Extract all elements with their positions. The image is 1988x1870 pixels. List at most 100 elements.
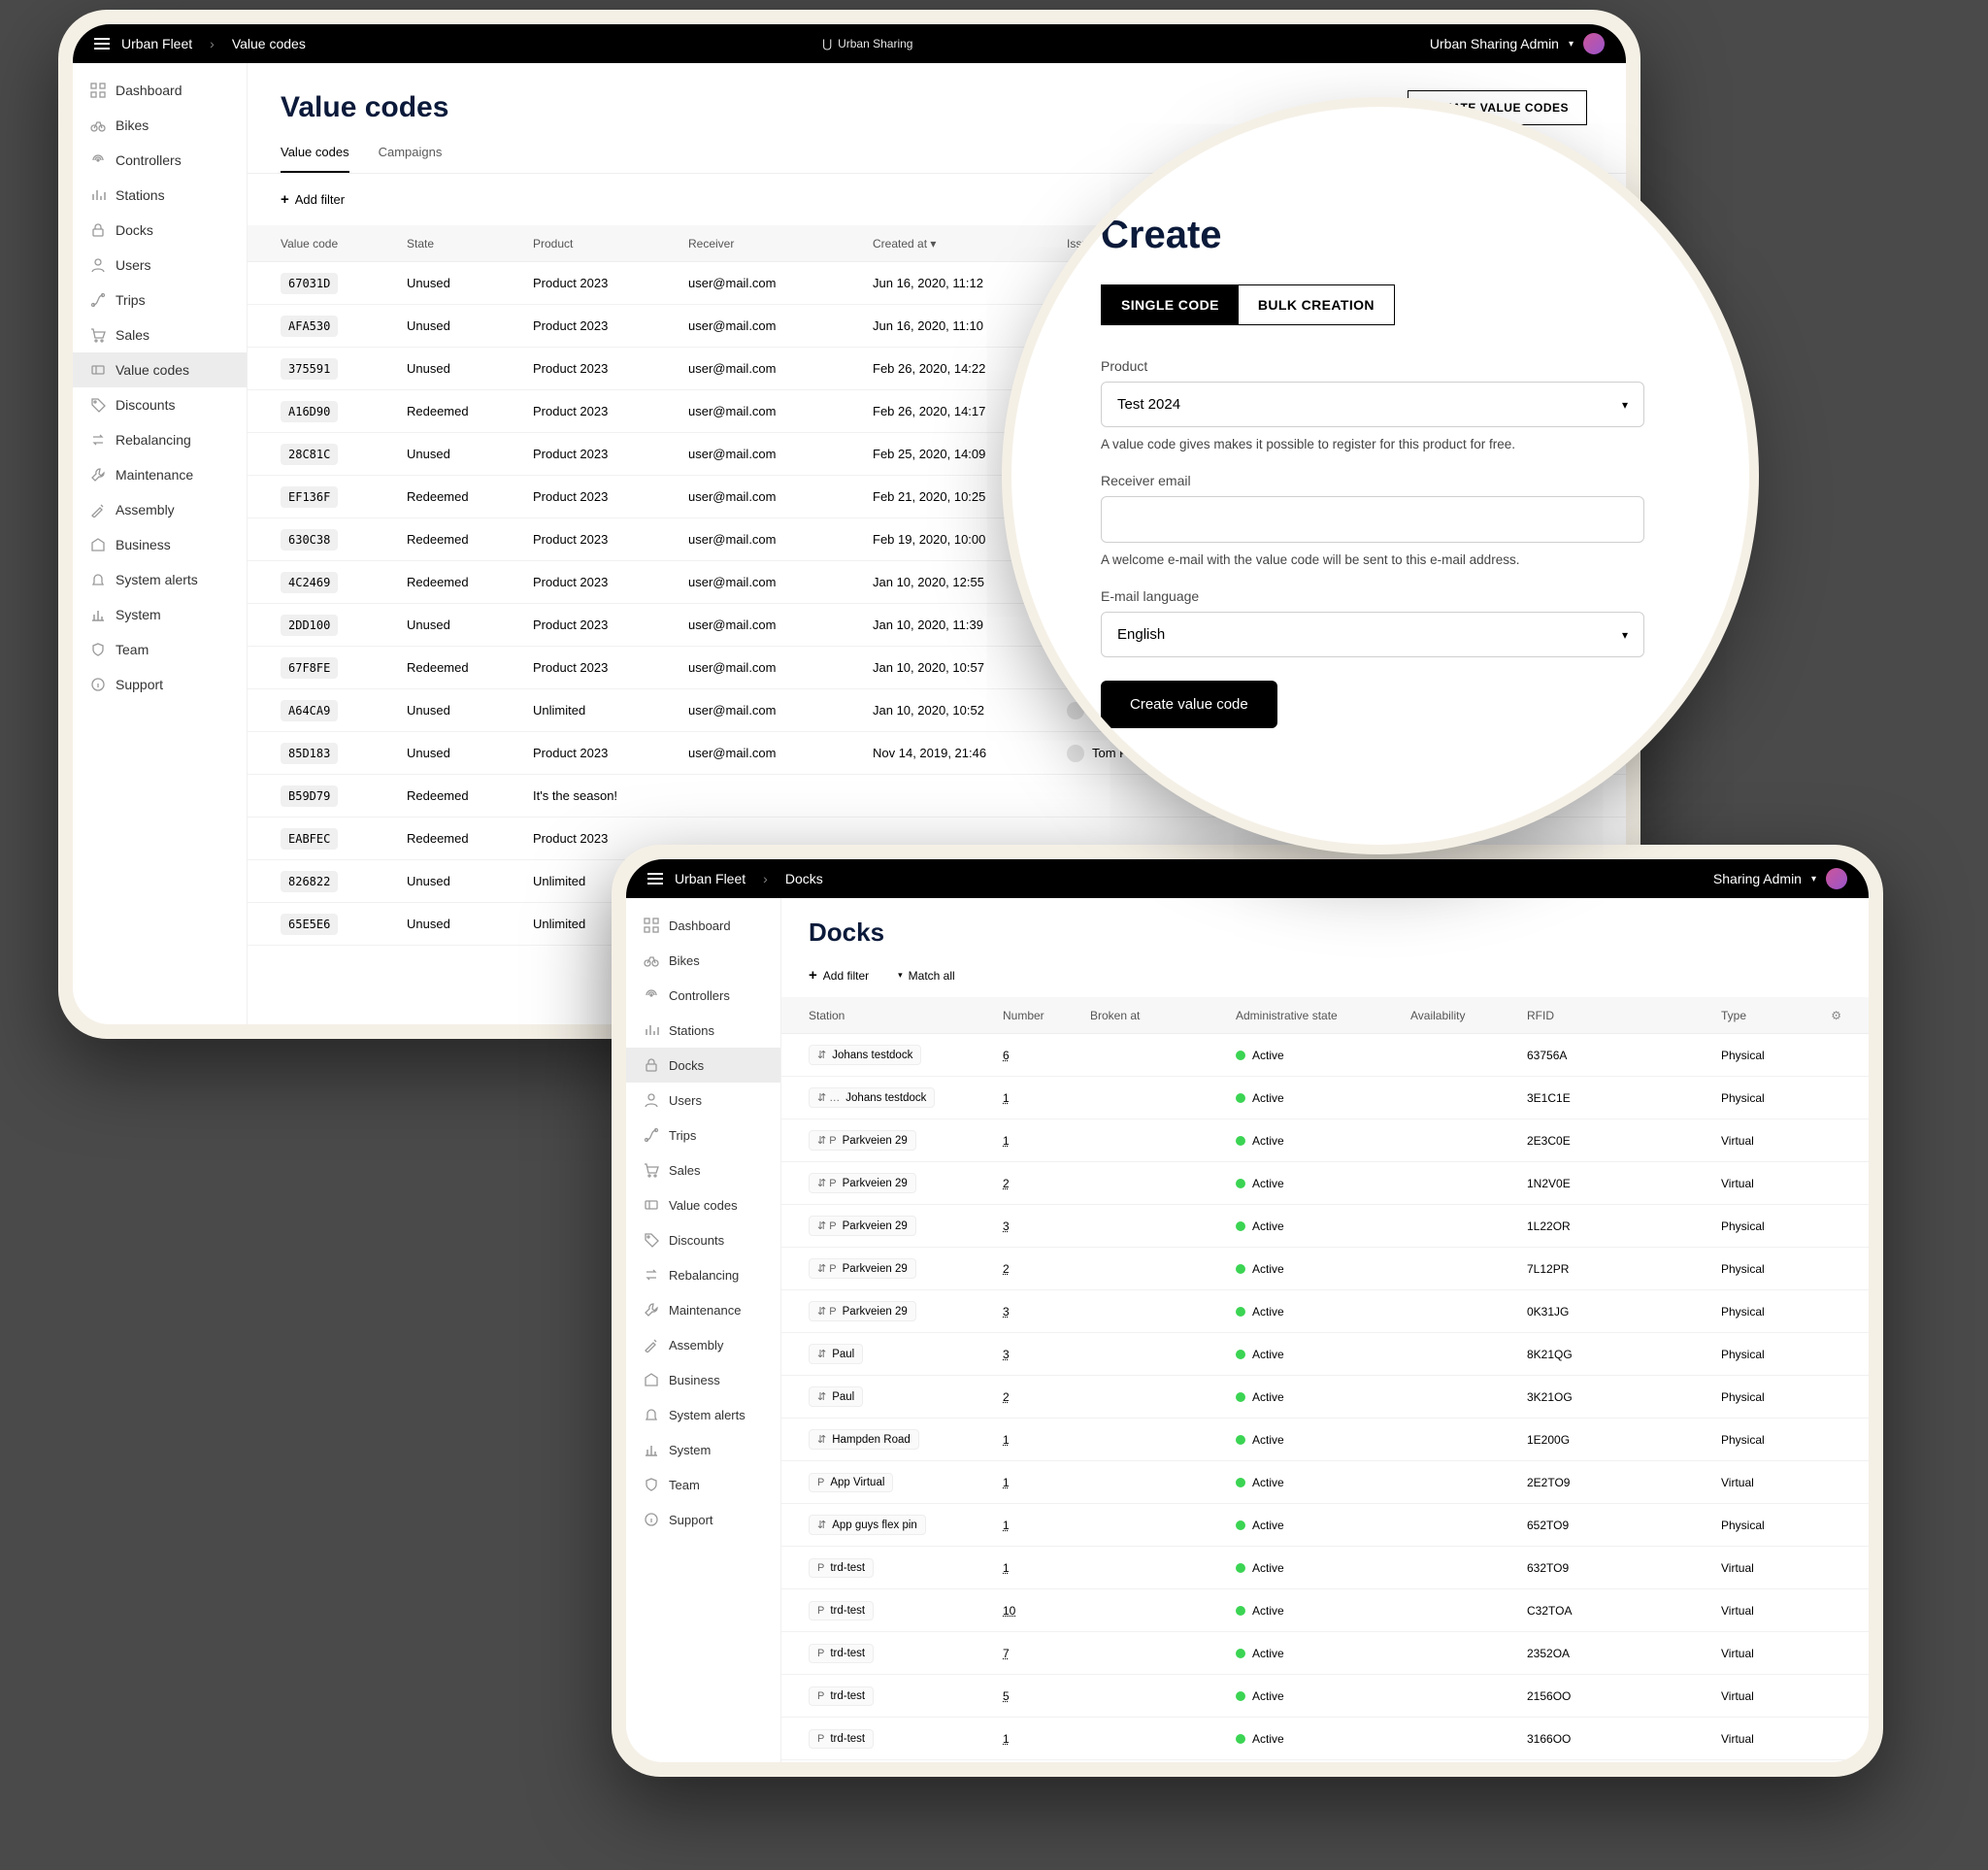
station-chip[interactable]: ⇵Johans testdock [809,1045,921,1065]
crumb-page[interactable]: Docks [785,871,823,886]
table-row[interactable]: ⇵Johans testdock6Active63756APhysical [781,1034,1869,1077]
chevron-down-icon[interactable]: ▾ [1811,874,1816,885]
sidebar-item-team[interactable]: Team [626,1467,780,1502]
dock-number[interactable]: 6 [1003,1049,1010,1062]
sidebar-item-docks[interactable]: Docks [73,213,247,248]
station-chip[interactable]: ⇵Hampden Road [809,1429,919,1450]
dock-number[interactable]: 1 [1003,1433,1010,1447]
table-row[interactable]: ⇵App guys flex pin1Active652TO9Physical [781,1504,1869,1547]
table-row[interactable]: ⇵ PParkveien 293Active1L22ORPhysical [781,1205,1869,1248]
avatar[interactable] [1583,33,1605,54]
station-chip[interactable]: ⇵ PParkveien 29 [809,1258,916,1279]
sidebar-item-valuecodes[interactable]: Value codes [73,352,247,387]
table-row[interactable]: ⇵ …Johans testdock1Active3E1C1EPhysical [781,1077,1869,1119]
crumb-root[interactable]: Urban Fleet [121,36,192,51]
sidebar-item-dashboard[interactable]: Dashboard [73,73,247,108]
receiver-email-input[interactable] [1101,496,1644,543]
station-chip[interactable]: Ptrd-test [809,1686,874,1706]
column-header[interactable]: Value code [281,237,407,250]
station-chip[interactable]: ⇵Paul [809,1344,863,1364]
column-header[interactable]: RFID [1527,1009,1721,1022]
sidebar-item-support[interactable]: Support [626,1502,780,1537]
table-row[interactable]: ⇵Paul2Active3K21OGPhysical [781,1376,1869,1419]
sidebar-item-controllers[interactable]: Controllers [626,978,780,1013]
column-header[interactable]: Broken at [1090,1009,1236,1022]
station-chip[interactable]: ⇵ PParkveien 29 [809,1301,916,1321]
sidebar-item-sales[interactable]: Sales [73,317,247,352]
column-header[interactable]: Type [1721,1009,1803,1022]
sidebar-item-system[interactable]: System [73,597,247,632]
match-all-toggle[interactable]: ▾ Match all [898,969,955,983]
sidebar-item-maintenance[interactable]: Maintenance [73,457,247,492]
dock-number[interactable]: 10 [1003,1604,1015,1618]
sidebar-item-assembly[interactable]: Assembly [73,492,247,527]
dock-number[interactable]: 7 [1003,1647,1010,1660]
menu-icon[interactable] [94,38,110,50]
user-menu[interactable]: Urban Sharing Admin [1430,36,1559,51]
table-row[interactable]: Ptrd-test10ActiveC32TOAVirtual [781,1589,1869,1632]
crumb-page[interactable]: Value codes [232,36,306,51]
dock-number[interactable]: 2 [1003,1390,1010,1404]
sidebar-item-docks[interactable]: Docks [626,1048,780,1083]
sidebar-item-business[interactable]: Business [626,1362,780,1397]
station-chip[interactable]: ⇵App guys flex pin [809,1515,926,1535]
table-row[interactable]: ⇵ PParkveien 292Active7L12PRPhysical [781,1248,1869,1290]
dock-number[interactable]: 2 [1003,1177,1010,1190]
chevron-down-icon[interactable]: ▾ [1569,39,1574,50]
sidebar-item-support[interactable]: Support [73,667,247,702]
dock-number[interactable]: 1 [1003,1561,1010,1575]
column-header[interactable]: Product [533,237,688,250]
station-chip[interactable]: Ptrd-test [809,1644,874,1663]
dock-number[interactable]: 1 [1003,1134,1010,1148]
sidebar-item-users[interactable]: Users [626,1083,780,1118]
sidebar-item-rebalancing[interactable]: Rebalancing [626,1257,780,1292]
table-row[interactable]: ⇵Hampden Road1Active1E200GPhysical [781,1419,1869,1461]
table-row[interactable]: PApp Virtual1Active2E2TO9Virtual [781,1461,1869,1504]
station-chip[interactable]: ⇵ PParkveien 29 [809,1216,916,1236]
dock-number[interactable]: 1 [1003,1732,1010,1746]
dock-number[interactable]: 1 [1003,1476,1010,1489]
add-filter-button[interactable]: + Add filter [281,191,345,208]
tab-campaigns[interactable]: Campaigns [379,133,443,173]
table-settings-icon[interactable]: ⚙ [1803,1009,1841,1022]
column-header[interactable]: Administrative state [1236,1009,1410,1022]
station-chip[interactable]: ⇵ PParkveien 29 [809,1173,916,1193]
table-row[interactable]: Ptrd-test1Active632TO9Virtual [781,1547,1869,1589]
table-row[interactable]: Ptrd-test1Active3166OOVirtual [781,1718,1869,1760]
column-header[interactable]: Created at ▾ [873,237,1067,250]
column-header[interactable]: State [407,237,533,250]
dock-number[interactable]: 1 [1003,1519,1010,1532]
dock-number[interactable]: 2 [1003,1262,1010,1276]
station-chip[interactable]: Ptrd-test [809,1601,874,1620]
station-chip[interactable]: Ptrd-test [809,1558,874,1578]
column-header[interactable]: Station [809,1009,1003,1022]
dock-number[interactable]: 3 [1003,1348,1010,1361]
sidebar-item-team[interactable]: Team [73,632,247,667]
sidebar-item-controllers[interactable]: Controllers [73,143,247,178]
avatar[interactable] [1826,868,1847,889]
sidebar-item-discounts[interactable]: Discounts [73,387,247,422]
station-chip[interactable]: ⇵Paul [809,1386,863,1407]
dock-number[interactable]: 3 [1003,1305,1010,1319]
dock-number[interactable]: 3 [1003,1219,1010,1233]
tab-value-codes[interactable]: Value codes [281,133,349,173]
table-row[interactable]: Ptrd-test5Active2156OOVirtual [781,1675,1869,1718]
sidebar-item-stations[interactable]: Stations [626,1013,780,1048]
product-select[interactable]: Test 2024 ▾ [1101,382,1644,427]
sidebar-item-trips[interactable]: Trips [626,1118,780,1152]
crumb-root[interactable]: Urban Fleet [675,871,746,886]
column-header[interactable]: Number [1003,1009,1090,1022]
sidebar-item-systemalerts[interactable]: System alerts [626,1397,780,1432]
table-row[interactable]: ⇵ PParkveien 291Active2E3C0EVirtual [781,1119,1869,1162]
station-chip[interactable]: Ptrd-test [809,1729,874,1749]
station-chip[interactable]: PApp Virtual [809,1473,893,1492]
mode-bulk-creation[interactable]: BULK CREATION [1239,285,1394,324]
table-row[interactable]: ⇵Paul3Active8K21QGPhysical [781,1333,1869,1376]
sidebar-item-rebalancing[interactable]: Rebalancing [73,422,247,457]
table-row[interactable]: ⇵ PParkveien 293Active0K31JGPhysical [781,1290,1869,1333]
sidebar-item-bikes[interactable]: Bikes [73,108,247,143]
menu-icon[interactable] [647,873,663,885]
column-header[interactable]: Availability [1410,1009,1527,1022]
dock-number[interactable]: 1 [1003,1091,1010,1105]
sidebar-item-sales[interactable]: Sales [626,1152,780,1187]
